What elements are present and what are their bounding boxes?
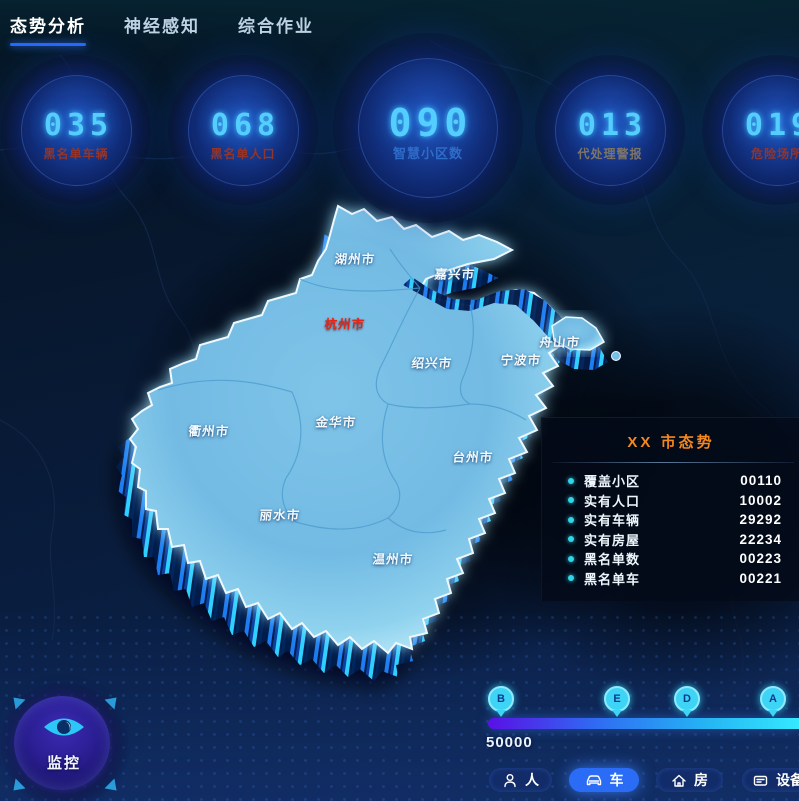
filter-tab-label: 房 (694, 772, 708, 788)
islet (611, 351, 621, 361)
filter-tab-house[interactable]: 房 (656, 768, 723, 792)
city-label-hangzhou[interactable]: 杭州市 (323, 317, 366, 332)
stat-circle-blacklist-vehicles: 035 黑名单车辆 (1, 55, 151, 205)
stat-label: 黑名单人口 (210, 147, 276, 161)
stat-circle-dangerous-places: 019 危险场所 (702, 55, 799, 205)
stat-ring (168, 55, 318, 205)
stat-label: 智慧小区数 (392, 146, 463, 162)
nav-tab-label: 神经感知 (124, 17, 200, 36)
slider-value-label: 50000 (486, 734, 533, 751)
bullet-dot-icon (568, 477, 574, 484)
gradient-slider-bar[interactable] (488, 718, 799, 729)
car-icon (586, 775, 601, 786)
nav-tab-neural-perception[interactable]: 神经感知 (124, 12, 200, 46)
city-label-shaoxing[interactable]: 绍兴市 (410, 356, 453, 371)
slider-pin-d[interactable]: D (674, 686, 700, 712)
city-label-lishui[interactable]: 丽水市 (258, 508, 301, 523)
panel-row-actual-population: 实有人口 10002 (542, 491, 799, 511)
panel-title: XX 市态势 (627, 434, 715, 451)
panel-row-blacklist-count: 黑名单数 00223 (542, 549, 799, 569)
top-nav: 态势分析 神经感知 综合作业 (10, 12, 314, 46)
stat-value: 019 (744, 107, 799, 143)
panel-divider (552, 462, 794, 463)
bullet-dot-icon (568, 497, 574, 504)
city-label-taizhou[interactable]: 台州市 (451, 450, 494, 465)
filter-tab-label: 设备 (776, 772, 799, 788)
stat-ring (535, 55, 685, 205)
slider-pin-b[interactable]: B (488, 686, 514, 712)
panel-row-value: 00223 (739, 551, 782, 567)
stat-ring (1, 55, 151, 205)
city-label-jiaxing[interactable]: 嘉兴市 (433, 267, 476, 282)
city-borders (157, 248, 527, 534)
panel-row-label: 黑名单车 (584, 571, 641, 587)
stat-circle-pending-alerts: 013 代处理警报 (535, 55, 685, 205)
monitor-label: 监控 (46, 755, 81, 772)
bullet-dot-icon (568, 516, 574, 523)
bullet-dot-icon (568, 555, 574, 562)
panel-row-label: 实有人口 (584, 493, 641, 509)
city-label-quzhou[interactable]: 衢州市 (187, 424, 230, 439)
stat-label: 危险场所 (750, 147, 799, 161)
stat-value: 013 (577, 107, 648, 143)
nav-tab-integrated-operations[interactable]: 综合作业 (238, 12, 314, 46)
panel-row-value: 10002 (739, 492, 782, 508)
panel-row-value: 00110 (740, 473, 782, 489)
filter-tab-device[interactable]: 设备 (742, 768, 799, 792)
panel-row-label: 覆盖小区 (584, 474, 641, 490)
bullet-dot-icon (568, 575, 574, 582)
person-icon (504, 773, 516, 787)
panel-row-label: 实有房屋 (584, 532, 641, 548)
active-tab-underline (10, 43, 86, 46)
house-icon (672, 774, 686, 787)
nav-tab-label: 态势分析 (10, 17, 86, 36)
stat-label: 代处理警报 (577, 147, 643, 161)
monitor-button[interactable]: 监控 (0, 682, 130, 801)
city-label-wenzhou[interactable]: 温州市 (371, 552, 414, 567)
eye-icon (44, 718, 84, 736)
monitor-circle (14, 696, 110, 790)
panel-row-actual-houses: 实有房屋 22234 (542, 530, 799, 550)
stat-circle-blacklist-population: 068 黑名单人口 (168, 55, 318, 205)
slider-pin-e[interactable]: E (604, 686, 630, 712)
stat-value: 068 (210, 107, 281, 143)
panel-row-value: 29292 (739, 512, 782, 528)
panel-row-label: 实有车辆 (584, 513, 641, 529)
panel-row-actual-vehicles: 实有车辆 29292 (542, 510, 799, 530)
city-situation-panel: XX 市态势 覆盖小区 00110 实有人口 10002 实有车辆 29292 … (541, 417, 799, 601)
nav-tab-label: 综合作业 (238, 17, 314, 36)
bullet-dot-icon (568, 536, 574, 543)
filter-tab-label: 人 (525, 772, 539, 788)
filter-tab-label: 车 (609, 772, 624, 788)
device-icon (753, 775, 768, 786)
stat-value: 035 (43, 107, 114, 143)
panel-row-label: 黑名单数 (584, 552, 641, 568)
stat-ring (333, 33, 523, 223)
city-label-ningbo[interactable]: 宁波市 (499, 353, 542, 368)
nav-tab-situation-analysis[interactable]: 态势分析 (10, 12, 86, 46)
panel-row-blacklist-vehicles: 黑名单车 00221 (542, 569, 799, 589)
panel-row-covered-communities: 覆盖小区 00110 (542, 471, 799, 491)
filter-tab-vehicle[interactable]: 车 (569, 768, 639, 792)
city-label-jinhua[interactable]: 金华市 (314, 415, 357, 430)
panel-row-value: 22234 (739, 531, 782, 547)
city-label-huzhou[interactable]: 湖州市 (333, 252, 376, 267)
stat-circle-smart-communities: 090 智慧小区数 (333, 33, 523, 223)
panel-row-value: 00221 (739, 570, 782, 586)
stat-value: 090 (388, 101, 473, 146)
stat-label: 黑名单车辆 (43, 147, 109, 161)
city-label-zhoushan[interactable]: 舟山市 (538, 335, 581, 350)
slider-pin-a[interactable]: A (760, 686, 786, 712)
filter-tab-person[interactable]: 人 (489, 768, 552, 792)
